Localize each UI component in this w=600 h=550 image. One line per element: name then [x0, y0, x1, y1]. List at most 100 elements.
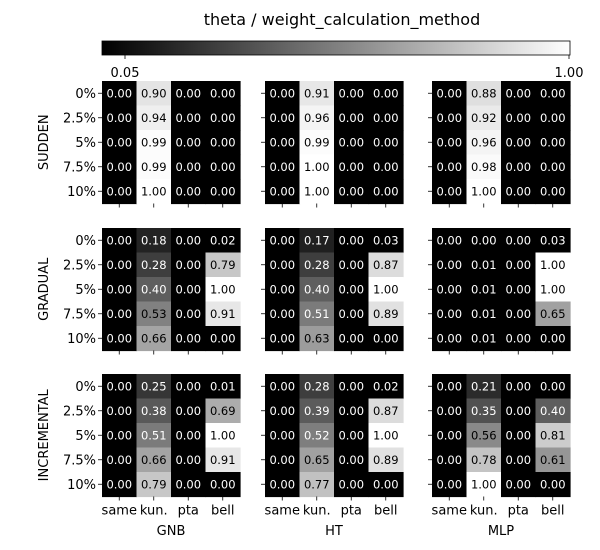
heatmap-cell — [466, 472, 502, 498]
heatmap-cell — [501, 228, 537, 254]
cell-value-label: 0.79 — [210, 258, 236, 272]
cell-value-label: 0.00 — [338, 258, 364, 272]
cell-value-label: 0.00 — [338, 428, 364, 442]
heatmap-cell — [334, 105, 370, 131]
heatmap-cell — [205, 277, 241, 303]
heatmap-cell — [432, 130, 468, 156]
heatmap-cell — [334, 374, 370, 400]
heatmap-cell — [432, 228, 468, 254]
cell-value-label: 0.00 — [338, 453, 364, 467]
heatmap-cell — [466, 398, 502, 424]
cell-value-label: 0.25 — [141, 379, 167, 393]
heatmap-cell — [501, 447, 537, 473]
row-label: INCREMENTAL — [37, 388, 52, 481]
y-tick-label: 5% — [75, 283, 96, 298]
cell-value-label: 0.00 — [505, 477, 531, 491]
heatmap-cell — [171, 398, 207, 424]
heatmap-cell — [136, 277, 172, 303]
heatmap-cell — [102, 326, 138, 352]
cell-value-label: 0.00 — [106, 282, 132, 296]
heatmap-cell — [265, 301, 301, 327]
cell-value-label: 0.00 — [175, 428, 201, 442]
cell-value-label: 0.00 — [505, 379, 531, 393]
heatmap-cell — [299, 326, 335, 352]
heatmap-cell — [466, 326, 502, 352]
cell-value-label: 0.01 — [471, 307, 497, 321]
y-tick-label: 0% — [75, 380, 96, 395]
heatmap-cell — [432, 81, 468, 107]
cell-value-label: 0.00 — [373, 477, 399, 491]
heatmap-cell — [368, 105, 404, 131]
heatmap-cell — [136, 423, 172, 449]
heatmap-cell — [102, 398, 138, 424]
heatmap-cell — [102, 374, 138, 400]
x-tick-label: same — [102, 504, 137, 519]
cell-value-label: 1.00 — [304, 184, 330, 198]
cell-value-label: 0.00 — [338, 404, 364, 418]
heatmap-cell — [432, 472, 468, 498]
cell-value-label: 0.00 — [338, 111, 364, 125]
heatmap-cell — [334, 423, 370, 449]
heatmap-cell — [265, 105, 301, 131]
cell-value-label: 0.78 — [471, 453, 497, 467]
y-tick-label: 7.5% — [63, 160, 96, 175]
cell-value-label: 0.00 — [505, 86, 531, 100]
cell-value-label: 0.00 — [505, 111, 531, 125]
heatmap-cell — [501, 472, 537, 498]
x-tick-label: bell — [374, 504, 397, 519]
heatmap-cell — [205, 423, 241, 449]
heatmap-cell — [466, 277, 502, 303]
cell-value-label: 0.63 — [304, 331, 330, 345]
heatmap-cell — [205, 374, 241, 400]
heatmap-cell — [299, 374, 335, 400]
heatmap-cell — [136, 374, 172, 400]
cell-value-label: 0.00 — [269, 453, 295, 467]
x-tick-label: pta — [341, 504, 362, 519]
heatmap-cell — [102, 277, 138, 303]
cell-value-label: 0.96 — [471, 135, 497, 149]
heatmap-cell — [102, 447, 138, 473]
cell-value-label: 0.00 — [505, 233, 531, 247]
cell-value-label: 0.00 — [269, 160, 295, 174]
cell-value-label: 0.00 — [175, 453, 201, 467]
cell-value-label: 0.00 — [175, 477, 201, 491]
heatmap-cell — [136, 447, 172, 473]
heatmap-cell — [265, 472, 301, 498]
cell-value-label: 1.00 — [210, 282, 236, 296]
colorbar-min-label: 0.05 — [111, 66, 140, 81]
cell-value-label: 0.53 — [141, 307, 167, 321]
heatmap-cell — [136, 301, 172, 327]
cell-value-label: 0.40 — [141, 282, 167, 296]
cell-value-label: 1.00 — [471, 184, 497, 198]
cell-value-label: 0.40 — [540, 404, 566, 418]
cell-value-label: 0.39 — [304, 404, 330, 418]
cell-value-label: 0.77 — [304, 477, 330, 491]
heatmap-cell — [535, 472, 571, 498]
heatmap-panel: 0.00 0.17 0.00 0.03 0.00 0.28 0.00 0.87 0.00 0.40… — [261, 228, 404, 355]
heatmap-cell — [171, 277, 207, 303]
heatmap-cell — [466, 423, 502, 449]
heatmap-cell — [368, 277, 404, 303]
x-tick-label: pta — [508, 504, 529, 519]
cell-value-label: 0.99 — [304, 135, 330, 149]
cell-value-label: 0.51 — [304, 307, 330, 321]
cell-value-label: 0.00 — [175, 404, 201, 418]
heatmap-cell — [299, 423, 335, 449]
column-label: HT — [325, 524, 343, 539]
y-tick-label: 10% — [67, 185, 96, 200]
cell-value-label: 0.00 — [373, 331, 399, 345]
heatmap-cell — [171, 301, 207, 327]
cell-value-label: 0.00 — [269, 258, 295, 272]
heatmap-cell — [535, 277, 571, 303]
cell-value-label: 0.00 — [373, 86, 399, 100]
cell-value-label: 0.00 — [175, 307, 201, 321]
heatmap-cell — [501, 81, 537, 107]
heatmap-cell — [432, 398, 468, 424]
heatmap-cell — [466, 130, 502, 156]
cell-value-label: 0.91 — [210, 307, 236, 321]
y-tick-label: 7.5% — [63, 307, 96, 322]
cell-value-label: 0.01 — [471, 331, 497, 345]
heatmap-cell — [102, 423, 138, 449]
heatmap-cell — [299, 252, 335, 278]
heatmap-cell — [432, 326, 468, 352]
